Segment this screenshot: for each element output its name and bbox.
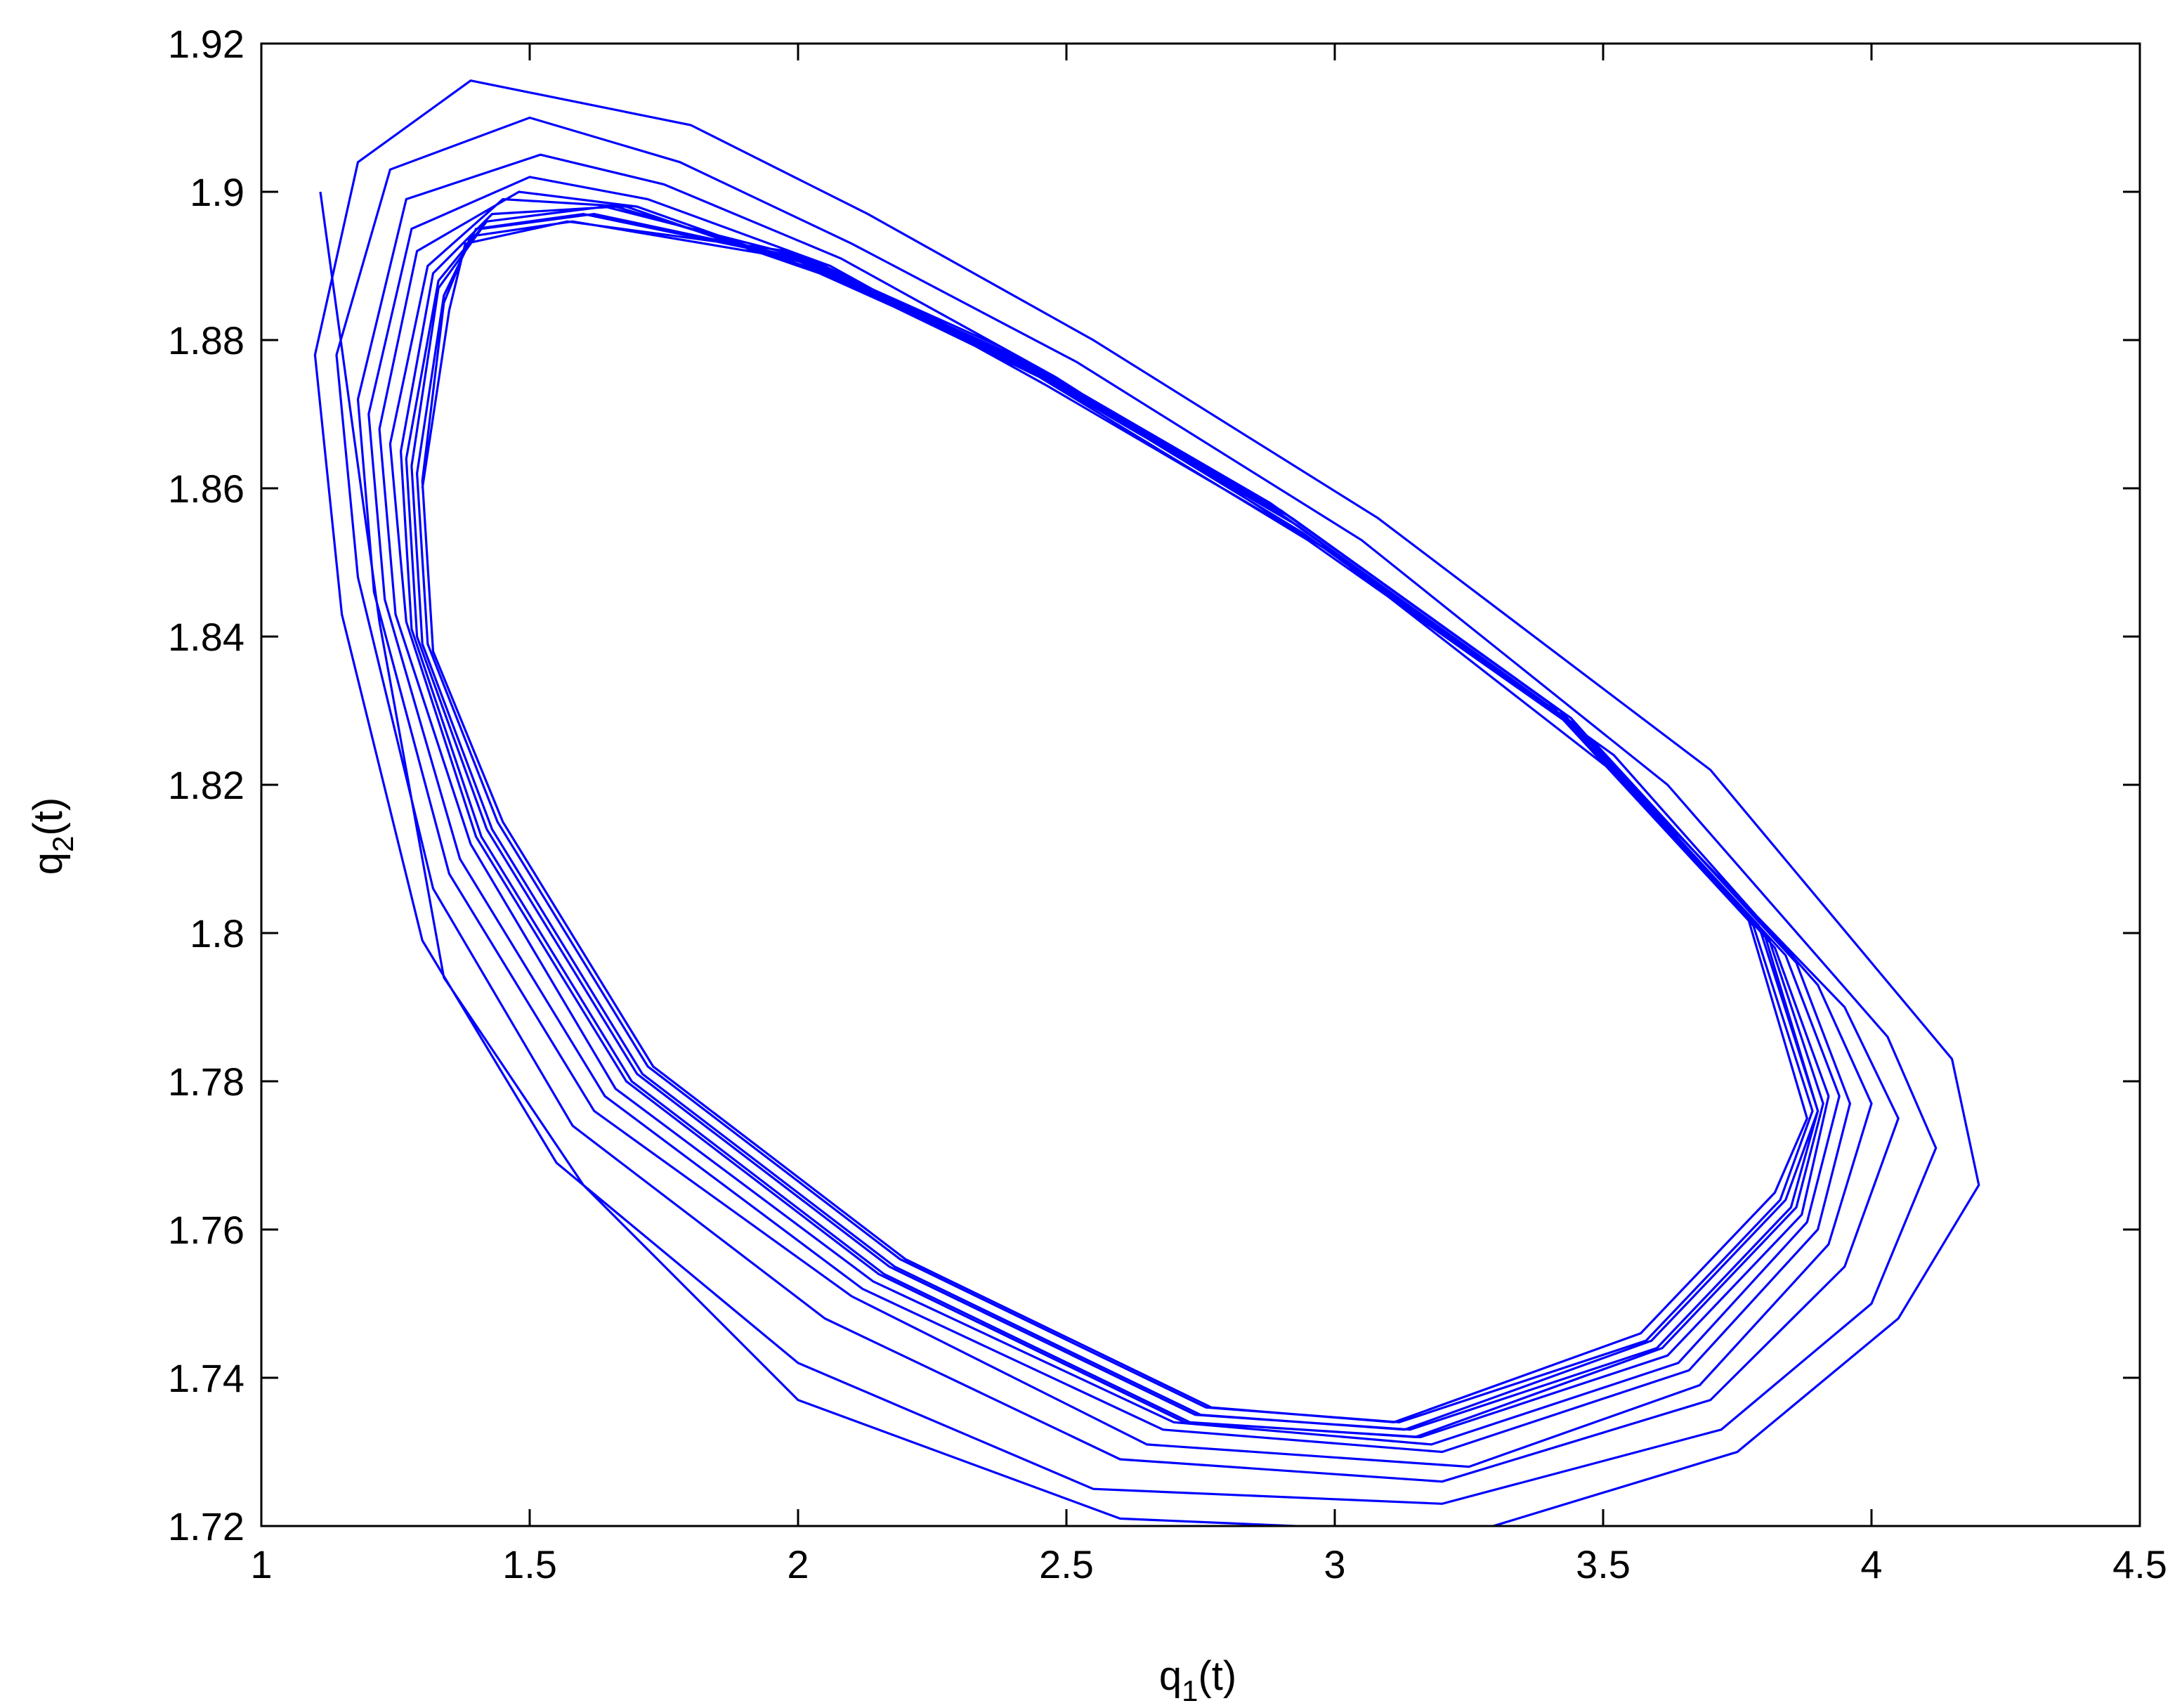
- y-axis-ticks: 1.72 1.74 1.76 1.78 1.8 1.82 1.84 1.86 1.88 1.9 1.…: [168, 22, 2140, 1549]
- x-tick-label: 3: [1324, 1542, 1345, 1586]
- x-tick-label: 1: [250, 1542, 272, 1586]
- x-tick-label: 2: [787, 1542, 809, 1586]
- y-tick-label: 1.86: [168, 467, 244, 511]
- x-axis-label: q1(t): [1159, 1653, 1236, 1707]
- x-tick-label: 4.5: [2112, 1542, 2167, 1586]
- y-axis-label-subscript: 2: [46, 836, 79, 852]
- x-tick-label: 3.5: [1576, 1542, 1631, 1586]
- y-axis-label: q2(t): [25, 797, 79, 875]
- x-tick-label: 4: [1860, 1542, 1882, 1586]
- y-tick-label: 1.88: [168, 318, 244, 363]
- y-tick-label: 1.9: [190, 170, 244, 214]
- y-tick-label: 1.76: [168, 1208, 244, 1252]
- y-tick-label: 1.92: [168, 22, 244, 66]
- x-tick-label: 2.5: [1039, 1542, 1094, 1586]
- x-axis-label-subscript: 1: [1182, 1674, 1198, 1707]
- plot-frame: [260, 42, 2141, 1527]
- y-tick-label: 1.78: [168, 1060, 244, 1104]
- y-tick-label: 1.72: [168, 1504, 244, 1549]
- y-tick-label: 1.82: [168, 763, 244, 807]
- axes-box: [260, 42, 2141, 1527]
- x-axis-ticks: 1 1.5 2 2.5 3 3.5 4 4.5: [250, 44, 2167, 1586]
- y-tick-label: 1.74: [168, 1356, 244, 1400]
- y-tick-label: 1.8: [190, 911, 244, 956]
- trajectory-line-0: [313, 79, 1980, 1526]
- x-tick-label: 1.5: [502, 1542, 557, 1586]
- y-tick-label: 1.84: [168, 615, 244, 659]
- trajectory-layer: [313, 79, 1980, 1526]
